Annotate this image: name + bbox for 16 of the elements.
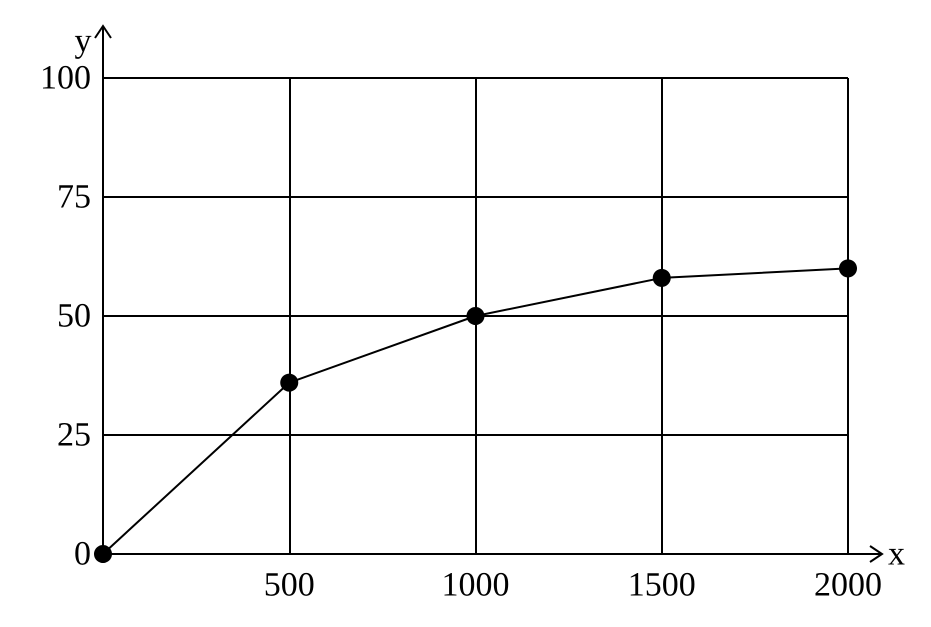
- y-tick-label: 50: [57, 298, 91, 334]
- x-tick-label: 500: [264, 566, 315, 604]
- x-tick-label: 1500: [628, 566, 696, 604]
- y-tick-label: 100: [40, 60, 91, 96]
- y-axis-title: y: [74, 22, 92, 60]
- x-tick-label: 2000: [814, 566, 882, 604]
- point: [652, 268, 671, 287]
- point: [466, 307, 484, 325]
- x-axis-title: x: [888, 536, 905, 572]
- y-tick-label: 75: [57, 178, 91, 216]
- y-tick-label: 0: [74, 536, 91, 572]
- x-tick-label: 1000: [442, 566, 510, 604]
- point: [94, 545, 112, 563]
- point: [280, 374, 298, 392]
- y-tick-label: 25: [57, 416, 91, 454]
- point: [839, 259, 857, 278]
